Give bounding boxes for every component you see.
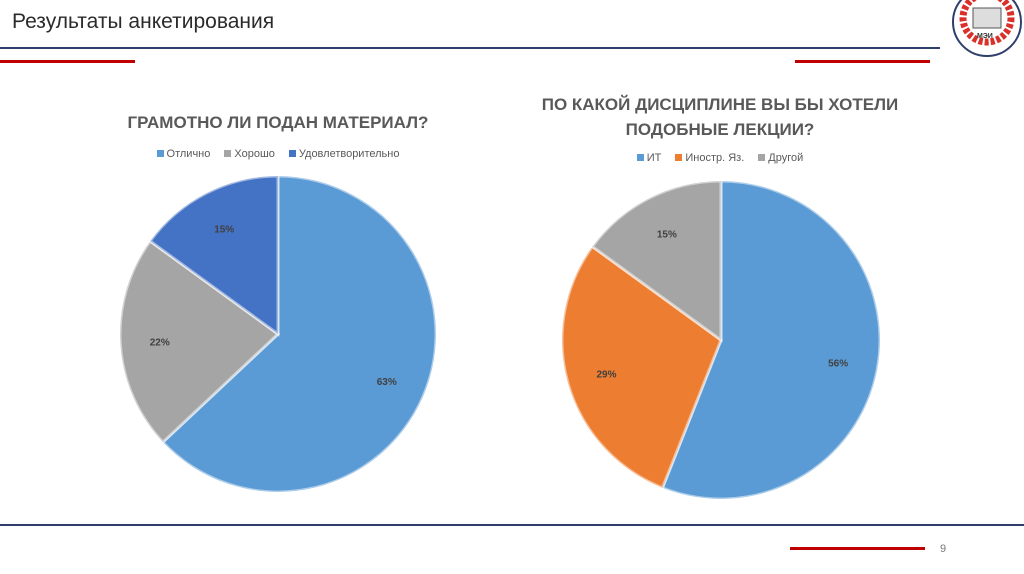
pie-slice xyxy=(148,174,280,337)
footer-divider xyxy=(0,524,1024,526)
data-label: 63% xyxy=(377,377,397,388)
logo-text: МЭИ xyxy=(977,33,993,40)
legend-label: Удовлетворительно xyxy=(298,148,400,160)
data-label: 22% xyxy=(150,337,170,348)
legend-item: Хорошо xyxy=(224,148,275,160)
red-accent-right xyxy=(795,60,930,63)
data-label: 15% xyxy=(657,230,677,241)
legend-label: ИТ xyxy=(646,152,662,164)
legend-swatch xyxy=(675,154,683,161)
page-number: 9 xyxy=(940,543,947,555)
legend-item: Удовлетворительно xyxy=(288,148,400,160)
pie-slice xyxy=(160,174,438,494)
legend-swatch xyxy=(636,154,644,161)
legend-item: Другой xyxy=(758,152,803,164)
pie-slice xyxy=(660,179,882,501)
footer-red-accent xyxy=(790,547,925,550)
chart2-legend: ИТ Иностр. Яз. Другой xyxy=(520,152,920,164)
legend-item: Отлично xyxy=(156,148,211,160)
legend-label: Иностр. Яз. xyxy=(685,152,745,164)
slide-title: Результаты анкетирования xyxy=(12,10,275,33)
header-divider xyxy=(0,47,940,49)
legend-label: Отлично xyxy=(166,148,211,160)
legend-label: Другой xyxy=(768,152,804,164)
data-label: 15% xyxy=(214,224,234,235)
chart1-legend: Отлично Хорошо Удовлетворительно xyxy=(78,148,478,160)
legend-swatch xyxy=(224,150,232,157)
pie-slice xyxy=(560,244,723,490)
pie-slice xyxy=(118,239,281,445)
university-logo: МЭИ xyxy=(952,0,1022,57)
data-label: 29% xyxy=(596,369,616,380)
legend-label: Хорошо xyxy=(234,148,275,160)
legend-swatch xyxy=(758,154,766,161)
chart1-title: ГРАМОТНО ЛИ ПОДАН МАТЕРИАЛ? xyxy=(127,113,429,132)
red-accent-left xyxy=(0,60,135,63)
legend-item: Иностр. Яз. xyxy=(675,152,744,164)
legend-swatch xyxy=(156,150,164,157)
pie-slice xyxy=(590,179,723,343)
legend-item: ИТ xyxy=(636,152,662,164)
data-label: 56% xyxy=(828,358,848,369)
legend-swatch xyxy=(288,150,296,157)
chart2-title: ПО КАКОЙ ДИСЦИПЛИНЕ ВЫ БЫ ХОТЕЛИ ПОДОБНЫ… xyxy=(541,95,899,139)
